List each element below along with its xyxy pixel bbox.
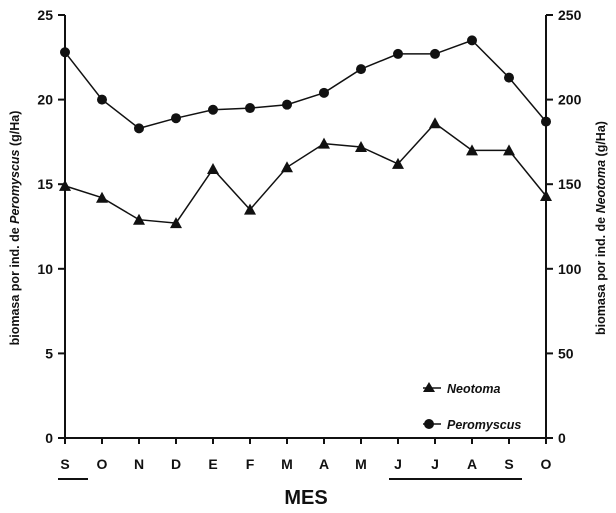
series-peromyscus [60,35,551,134]
series-layer [59,35,552,229]
legend-triangle-marker [423,382,435,392]
x-tick-label: J [394,456,402,472]
x-tick-label: O [541,456,552,472]
right-tick-label: 150 [558,176,582,192]
x-tick-label: D [171,456,181,472]
left-tick-label: 20 [37,92,53,108]
data-point-neotoma [281,161,293,173]
x-tick-label: M [355,456,367,472]
data-point-peromyscus [541,116,551,127]
x-tick-label: S [60,456,69,472]
data-point-peromyscus [467,35,477,46]
legend-item-peromyscus: Peromyscus [423,418,521,432]
data-point-peromyscus [60,47,70,58]
data-point-peromyscus [393,48,403,59]
left-tick-label: 25 [37,7,53,23]
data-point-neotoma [503,144,515,156]
left-tick-label: 10 [37,261,53,277]
x-tick-label: E [208,456,217,472]
x-tick-label: J [431,456,439,472]
left-axis-ticks: 0 5 10 15 20 25 [37,7,65,446]
data-point-neotoma [466,144,478,156]
right-tick-label: 50 [558,345,574,361]
data-point-peromyscus [97,94,107,105]
axes [64,15,547,439]
data-point-neotoma [59,179,71,191]
data-point-peromyscus [282,99,292,110]
right-tick-label: 250 [558,7,582,23]
left-tick-label: 5 [45,345,53,361]
series-neotoma [59,117,552,229]
data-point-peromyscus [356,64,366,75]
legend-label-neotoma: Neotoma [447,382,501,396]
data-point-neotoma [392,157,404,169]
data-point-neotoma [429,117,441,129]
legend: Neotoma Peromyscus [423,382,521,432]
y-axis-label-left: biomasa por ind. de Peromyscus (g/Ha) [8,111,22,346]
x-tick-label: A [467,456,477,472]
y-axis-label-right: biomasa por ind. de Neotoma (g/Ha) [594,121,608,335]
right-tick-label: 100 [558,261,582,277]
x-tick-label: A [319,456,329,472]
data-point-peromyscus [430,48,440,59]
data-point-neotoma [244,203,256,215]
right-tick-label: 0 [558,430,566,446]
data-point-neotoma [170,217,182,229]
data-point-peromyscus [208,104,218,115]
legend-label-peromyscus: Peromyscus [447,418,521,432]
data-point-peromyscus [134,123,144,134]
series-line-neotoma [64,122,547,224]
data-point-neotoma [207,162,219,174]
x-tick-label: S [504,456,513,472]
x-axis-label: MES [284,487,327,509]
data-point-neotoma [133,213,145,225]
data-point-peromyscus [171,113,181,124]
data-point-peromyscus [245,103,255,114]
left-tick-label: 15 [37,176,53,192]
x-tick-label: M [281,456,293,472]
data-point-neotoma [96,191,108,203]
legend-item-neotoma: Neotoma [423,382,501,396]
x-tick-label: F [246,456,255,472]
series-line-peromyscus [64,39,547,130]
x-tick-label: O [97,456,108,472]
data-point-neotoma [540,190,552,202]
x-tick-label: N [134,456,144,472]
data-point-peromyscus [504,72,514,83]
data-point-neotoma [355,140,367,152]
left-tick-label: 0 [45,430,53,446]
data-point-neotoma [318,137,330,149]
data-point-peromyscus [319,87,329,98]
right-axis-ticks: 0 50 100 150 200 250 [546,7,582,446]
right-tick-label: 200 [558,92,582,108]
